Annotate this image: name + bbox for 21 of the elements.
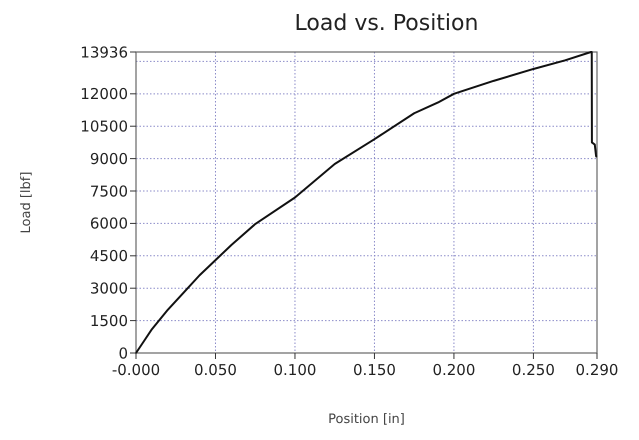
x-tick-label: 0.290 [576, 361, 618, 379]
y-tick-label: 4500 [90, 247, 128, 266]
y-tick-label: 1500 [90, 312, 128, 330]
x-tick-label: 0.050 [194, 361, 237, 379]
y-tick-label: 9000 [90, 150, 128, 168]
x-tick-label: 0.200 [432, 361, 476, 379]
y-tick-label: 6000 [90, 214, 128, 233]
x-tick-label: -0.000 [112, 361, 160, 379]
x-tick-label: 0.150 [352, 361, 396, 379]
chart-title: Load vs. Position [294, 11, 478, 36]
y-tick-label: 7500 [90, 182, 128, 200]
y-tick-label: 10500 [80, 117, 128, 136]
y-axis-title: Load [lbf] [19, 172, 34, 234]
y-tick-label: 0 [118, 344, 128, 362]
y-tick-label: 12000 [80, 85, 128, 104]
line-series [135, 51, 598, 354]
y-tick-label: 3000 [90, 279, 128, 298]
x-tick-label: 0.250 [512, 361, 555, 379]
x-tick-label: 0.100 [273, 361, 316, 379]
y-tick-label: 13936 [80, 43, 128, 62]
x-axis-title: Position [in] [328, 412, 405, 427]
